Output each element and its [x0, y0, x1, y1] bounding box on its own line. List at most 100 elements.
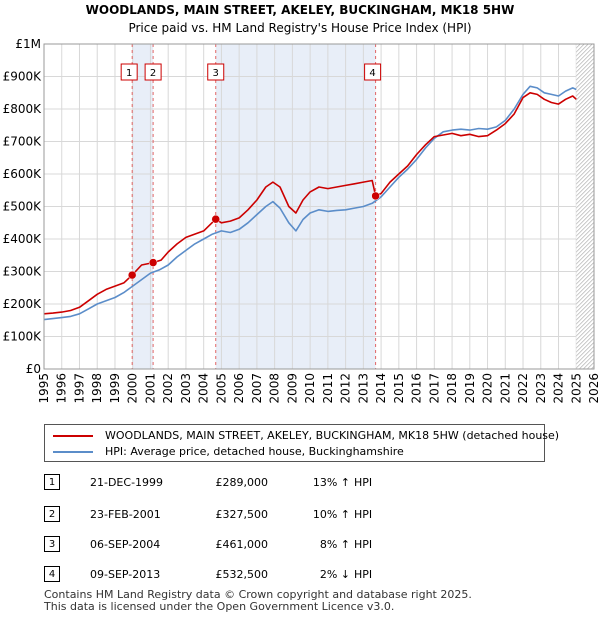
- hatch-line: [576, 201, 594, 221]
- x-tick-label: 2021: [498, 373, 512, 404]
- x-tick-label: 2023: [534, 373, 548, 404]
- footer-line-2: This data is licensed under the Open Gov…: [44, 600, 395, 613]
- y-tick-label: £1M: [15, 37, 41, 51]
- hatch-line: [576, 305, 594, 325]
- hatch-line: [595, 44, 600, 369]
- legend-swatch-blue: [53, 451, 93, 453]
- sale-point: [148, 258, 158, 267]
- legend: WOODLANDS, MAIN STREET, AKELEY, BUCKINGH…: [44, 424, 559, 462]
- axes: [43, 43, 595, 370]
- x-tick-label: 2024: [552, 373, 566, 404]
- x-tick-label: 2005: [214, 373, 228, 404]
- sale-marker-label: 4: [369, 68, 375, 79]
- transaction-date: 06-SEP-2004: [90, 538, 161, 551]
- x-tick-label: 2013: [356, 373, 370, 404]
- chart-title: WOODLANDS, MAIN STREET, AKELEY, BUCKINGH…: [85, 3, 515, 17]
- sale-marker: 2: [144, 63, 162, 81]
- x-tick-label: 2008: [268, 373, 282, 404]
- x-tick-label: 2016: [410, 373, 424, 404]
- transaction-date: 23-FEB-2001: [90, 508, 161, 521]
- x-tick-label: 2011: [321, 373, 335, 404]
- x-tick-label: 2006: [232, 373, 246, 404]
- x-tick-label: 2012: [339, 373, 353, 404]
- sale-marker-label: 2: [150, 68, 156, 79]
- series-line-property: [43, 92, 577, 315]
- sale-vlines: [131, 44, 377, 369]
- x-tick-label: 2017: [427, 373, 441, 404]
- hatch-line: [576, 297, 594, 317]
- footer-line-1: Contains HM Land Registry data © Crown c…: [44, 588, 472, 601]
- y-tick-label: £800K: [3, 102, 43, 116]
- price-chart: 1 2 3 4 £0 £100K £200K £300K £400K £500K £600K £70…: [3, 37, 600, 404]
- y-tick-labels: £0 £100K £200K £300K £400K £500K £600K £700K £80…: [3, 37, 43, 376]
- sale-point: [371, 191, 380, 201]
- y-tick-label: £700K: [3, 135, 43, 149]
- sale-points: [127, 191, 380, 280]
- y-tick-label: £100K: [3, 330, 43, 344]
- x-tick-label: 1999: [108, 373, 122, 404]
- hatch-line: [576, 197, 594, 217]
- transaction-hpi: HPI: [354, 476, 373, 489]
- transaction-price: £461,000: [215, 538, 269, 551]
- sale-marker-label: 1: [126, 68, 132, 79]
- x-tick-label: 2014: [374, 373, 388, 404]
- x-tick-label: 1995: [37, 373, 51, 404]
- x-tick-label: 2010: [303, 373, 317, 404]
- y-tick-label: £600K: [3, 167, 43, 181]
- y-tick-label: £900K: [3, 70, 43, 84]
- series-lines: [43, 85, 577, 321]
- transaction-price: £289,000: [215, 476, 269, 489]
- hatch-line: [576, 313, 594, 333]
- x-tick-label: 2019: [463, 373, 477, 404]
- x-tick-label: 2002: [161, 373, 175, 404]
- transaction-number: 4: [44, 566, 60, 582]
- sale-marker-box: [120, 63, 138, 81]
- x-tick-label: 1997: [72, 373, 86, 404]
- sale-marker: 4: [364, 63, 382, 81]
- x-tick-label: 2001: [143, 373, 157, 404]
- x-tick-label: 1996: [55, 373, 69, 404]
- sale-marker: 1: [120, 63, 138, 81]
- hatch-line: [576, 301, 594, 321]
- transaction-pct: 10% ↑: [312, 508, 350, 521]
- sale-markers: 1 2 3 4: [120, 63, 382, 81]
- hatch-line: [576, 85, 594, 105]
- hatch-line: [576, 193, 594, 213]
- hatch-line: [576, 189, 594, 209]
- footer: Contains HM Land Registry data © Crown c…: [44, 589, 472, 613]
- hatch-line: [576, 93, 594, 113]
- sale-point: [211, 214, 220, 224]
- x-tick-label: 2026: [587, 373, 600, 404]
- plot-frame: [43, 43, 595, 370]
- x-tick-label: 2022: [516, 373, 530, 404]
- transaction-hpi: HPI: [354, 568, 373, 581]
- x-tick-label: 1998: [90, 373, 104, 404]
- transaction-hpi: HPI: [354, 508, 373, 521]
- x-tick-labels: 1995 1996 1997 1998 1999 2000 2001 2002 2003 2004…: [37, 373, 600, 404]
- legend-label-property: WOODLANDS, MAIN STREET, AKELEY, BUCKINGH…: [105, 429, 560, 442]
- x-tick-label: 2015: [392, 373, 406, 404]
- sale-marker-box: [144, 63, 162, 81]
- hatch-line: [576, 89, 594, 109]
- transaction-hpi: HPI: [354, 538, 373, 551]
- hatch-line: [576, 309, 594, 329]
- x-tick-label: 2004: [197, 373, 211, 404]
- transaction-number: 2: [44, 506, 60, 522]
- transaction-pct: 8% ↑: [319, 538, 350, 551]
- transaction-price: £327,500: [215, 508, 269, 521]
- transaction-date: 09-SEP-2013: [90, 568, 161, 581]
- transaction-pct: 13% ↑: [312, 476, 350, 489]
- hatch-line: [576, 81, 594, 101]
- sale-marker-box: [364, 63, 382, 81]
- transaction-number: 3: [44, 536, 60, 552]
- y-tick-label: £400K: [3, 232, 43, 246]
- transaction-date: 21-DEC-1999: [90, 476, 164, 489]
- transaction-price: £532,500: [215, 568, 269, 581]
- sale-point: [127, 270, 137, 280]
- x-tick-label: 2000: [126, 373, 140, 404]
- transaction-pct: 2% ↓: [319, 568, 350, 581]
- y-tick-label: £200K: [3, 297, 43, 311]
- y-tick-label: £500K: [3, 200, 43, 214]
- transaction-number: 1: [44, 474, 60, 490]
- x-tick-label: 2007: [250, 373, 264, 404]
